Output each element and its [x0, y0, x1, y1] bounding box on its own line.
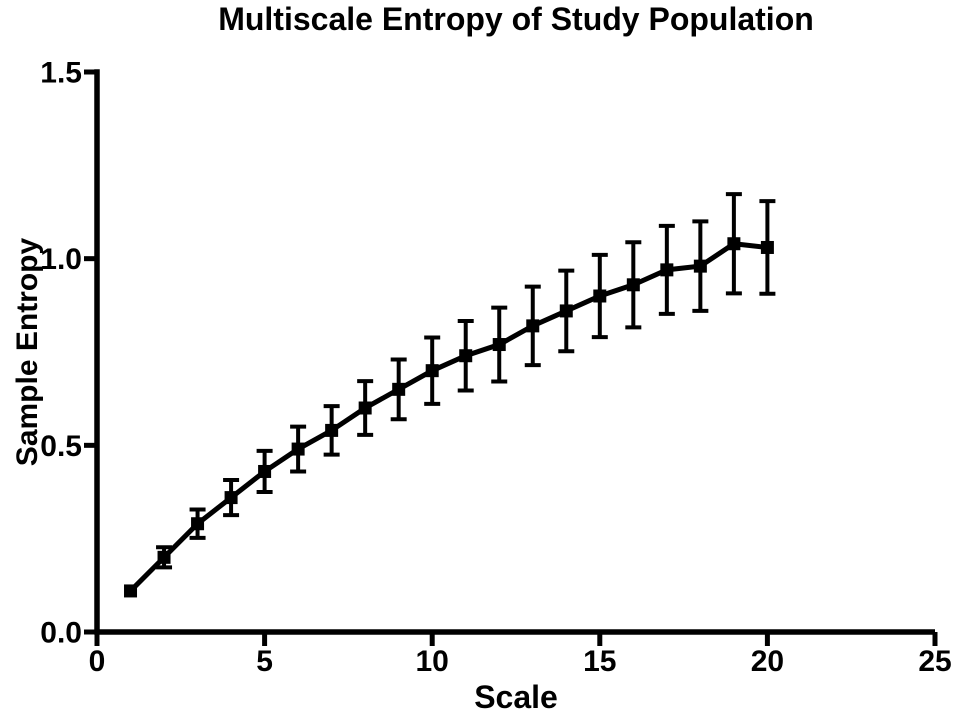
y-tick-label: 1.5 [40, 57, 82, 90]
data-point-marker [459, 349, 473, 363]
data-point-marker [425, 364, 439, 378]
axes [94, 69, 935, 635]
chart-title: Multiscale Entropy of Study Population [218, 1, 814, 37]
data-point-marker [526, 319, 540, 333]
data-point-marker [224, 491, 238, 505]
data-point-marker [727, 237, 741, 251]
series-line [128, 241, 768, 593]
data-point-marker [124, 584, 138, 598]
data-point-marker [760, 240, 774, 254]
data-point-marker [291, 442, 305, 456]
data-point-marker [157, 550, 171, 564]
data-point-marker [191, 517, 205, 531]
data-point-marker [693, 259, 707, 273]
x-tick-label: 10 [416, 645, 449, 678]
data-point-marker [626, 278, 640, 292]
y-tick-label: 0.0 [40, 617, 82, 650]
y-tick-label: 0.5 [40, 430, 82, 463]
data-point-marker [559, 304, 573, 318]
data-point-marker [660, 263, 674, 277]
data-point-marker [258, 464, 272, 478]
x-tick-label: 20 [751, 645, 784, 678]
data-point-marker [325, 423, 339, 437]
x-tick-label: 0 [89, 645, 106, 678]
data-point-marker [358, 401, 372, 415]
y-tick-label: 1.0 [40, 243, 82, 276]
x-tick-label: 15 [583, 645, 616, 678]
x-tick-label: 25 [918, 645, 951, 678]
data-point-marker [593, 289, 607, 303]
x-axis-label: Scale [474, 679, 558, 715]
data-point-marker [392, 382, 406, 396]
data-point-marker [492, 338, 506, 352]
x-tick-label: 5 [256, 645, 273, 678]
